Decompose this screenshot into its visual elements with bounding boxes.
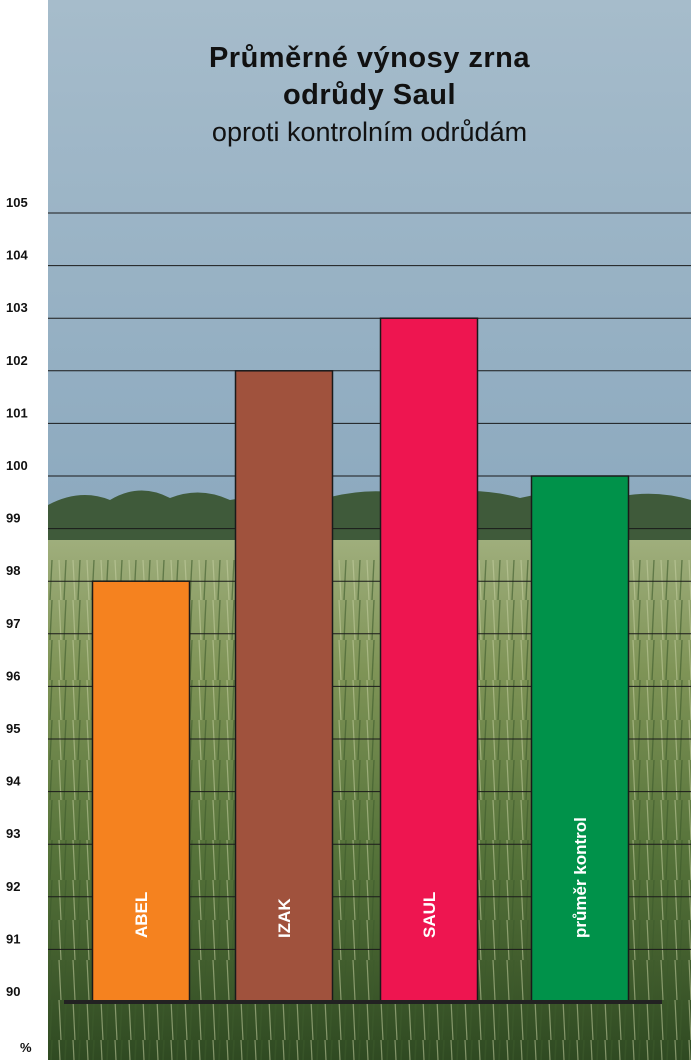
chart-subtitle: oproti kontrolním odrůdám xyxy=(211,117,528,147)
y-tick-label: 94 xyxy=(6,774,21,789)
title-line-2: odrůdy Saul xyxy=(282,79,457,111)
bar-průměr-kontrol xyxy=(530,475,630,1003)
bar-label: SAUL xyxy=(420,892,439,938)
bar-label: IZAK xyxy=(275,898,294,938)
y-tick-label: 95 xyxy=(6,721,20,736)
y-tick-label: 102 xyxy=(6,353,28,368)
y-tick-label: 91 xyxy=(6,931,20,946)
y-tick-label: 101 xyxy=(6,405,28,420)
y-tick-label: 99 xyxy=(6,511,20,526)
bar-saul xyxy=(379,317,479,1003)
y-tick-label: 90 xyxy=(6,984,20,999)
y-tick-label: 97 xyxy=(6,616,20,631)
y-tick-label: 96 xyxy=(6,668,20,683)
bar-izak xyxy=(234,370,334,1003)
bar-label: průměr kontrol xyxy=(571,817,590,938)
y-axis-unit-label: % xyxy=(20,1040,32,1055)
y-tick-label: 105 xyxy=(6,195,28,210)
y-tick-label: 92 xyxy=(6,879,20,894)
y-tick-label: 93 xyxy=(6,826,20,841)
title-line-1: Průměrné výnosy zrna xyxy=(208,42,531,74)
bar-abel xyxy=(91,580,191,1003)
y-tick-label: 104 xyxy=(6,248,28,263)
y-tick-label: 98 xyxy=(6,563,20,578)
bar-label: ABEL xyxy=(132,892,151,938)
y-tick-label: 100 xyxy=(6,458,28,473)
chart-title: Průměrné výnosy zrna odrůdy Saul oproti … xyxy=(48,40,691,150)
y-tick-label: 103 xyxy=(6,300,28,315)
